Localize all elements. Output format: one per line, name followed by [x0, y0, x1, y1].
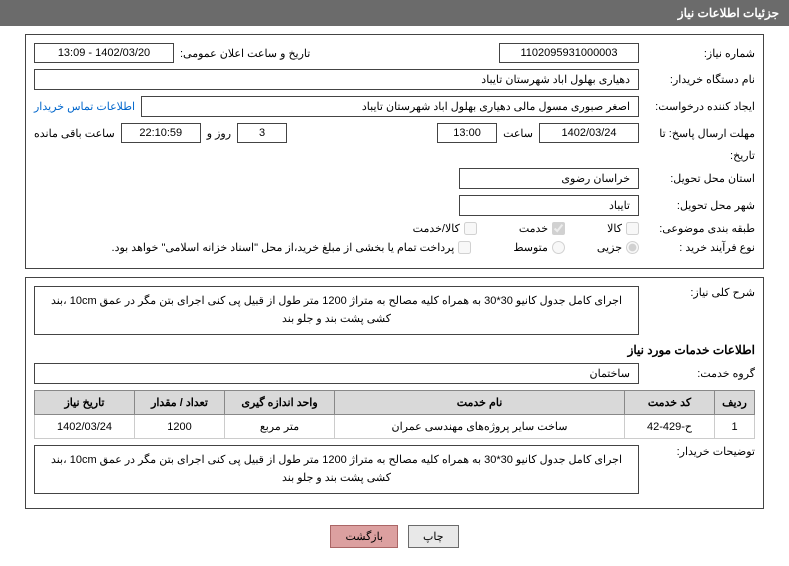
print-button[interactable]: چاپ	[408, 525, 459, 548]
remaining-time-value: 22:10:59	[121, 123, 201, 143]
service-group-value: ساختمان	[34, 363, 639, 384]
buyer-notes-value: اجرای کامل جدول کانیو 30*30 به همراه کلی…	[34, 445, 639, 494]
row-province: استان محل تحویل: خراسان رضوی	[34, 168, 755, 189]
treasury-wrap: پرداخت تمام یا بخشی از مبلغ خرید،از محل …	[112, 241, 472, 254]
buyer-org-label: نام دستگاه خریدار:	[645, 73, 755, 86]
th-name: نام خدمت	[335, 391, 625, 415]
pt-minor-wrap: جزیی	[597, 241, 639, 254]
deadline-label: مهلت ارسال پاسخ: تا	[645, 127, 755, 140]
row-need-number: شماره نیاز: 1102095931000003 تاریخ و ساع…	[34, 43, 755, 63]
province-value: خراسان رضوی	[459, 168, 639, 189]
panel-body: شماره نیاز: 1102095931000003 تاریخ و ساع…	[0, 34, 789, 566]
row-deadline: مهلت ارسال پاسخ: تا 1402/03/24 ساعت 13:0…	[34, 123, 755, 143]
announce-datetime-value: 1402/03/20 - 13:09	[34, 43, 174, 63]
contact-link[interactable]: اطلاعات تماس خریدار	[34, 100, 135, 113]
table-header-row: ردیف کد خدمت نام خدمت واحد اندازه گیری ت…	[35, 391, 755, 415]
cat-service-label: خدمت	[519, 222, 548, 235]
row-purchase-type: نوع فرآیند خرید : جزیی متوسط پرداخت تمام…	[34, 241, 755, 254]
date-label: تاریخ:	[645, 149, 755, 162]
row-requester: ایجاد کننده درخواست: اصغر صبوری مسول مال…	[34, 96, 755, 117]
need-desc-label: شرح کلی نیاز:	[645, 286, 755, 299]
td-unit: متر مربع	[225, 415, 335, 439]
cat-goods-service-checkbox[interactable]	[464, 222, 477, 235]
cat-goods-checkbox[interactable]	[626, 222, 639, 235]
service-group-label: گروه خدمت:	[645, 367, 755, 380]
services-box: شرح کلی نیاز: اجرای کامل جدول کانیو 30*3…	[25, 277, 764, 509]
requester-label: ایجاد کننده درخواست:	[645, 100, 755, 113]
th-code: کد خدمت	[625, 391, 715, 415]
button-row: چاپ بازگشت	[25, 517, 764, 556]
row-date: تاریخ:	[34, 149, 755, 162]
pt-minor-label: جزیی	[597, 241, 622, 254]
table-row: 1 ح-429-42 ساخت سایر پروژه‌های مهندسی عم…	[35, 415, 755, 439]
row-service-group: گروه خدمت: ساختمان	[34, 363, 755, 384]
services-table: ردیف کد خدمت نام خدمت واحد اندازه گیری ت…	[34, 390, 755, 439]
th-row: ردیف	[715, 391, 755, 415]
remaining-label: ساعت باقی مانده	[34, 127, 115, 140]
back-button[interactable]: بازگشت	[330, 525, 398, 548]
service-info-title: اطلاعات خدمات مورد نیاز	[34, 343, 755, 357]
time-label: ساعت	[503, 127, 533, 140]
td-code: ح-429-42	[625, 415, 715, 439]
row-need-desc: شرح کلی نیاز: اجرای کامل جدول کانیو 30*3…	[34, 286, 755, 335]
need-desc-value: اجرای کامل جدول کانیو 30*30 به همراه کلی…	[34, 286, 639, 335]
purchase-type-label: نوع فرآیند خرید :	[645, 241, 755, 254]
deadline-time-value: 13:00	[437, 123, 497, 143]
row-buyer-notes: توضیحات خریدار: اجرای کامل جدول کانیو 30…	[34, 445, 755, 494]
city-label: شهر محل تحویل:	[645, 199, 755, 212]
treasury-checkbox[interactable]	[458, 241, 471, 254]
row-city: شهر محل تحویل: تایباد	[34, 195, 755, 216]
th-date: تاریخ نیاز	[35, 391, 135, 415]
deadline-date-value: 1402/03/24	[539, 123, 639, 143]
cat-goods-wrap: کالا	[607, 222, 639, 235]
td-qty: 1200	[135, 415, 225, 439]
row-category: طبقه بندی موضوعی: کالا خدمت کالا/خدمت	[34, 222, 755, 235]
city-value: تایباد	[459, 195, 639, 216]
cat-service-checkbox[interactable]	[552, 222, 565, 235]
announce-datetime-label: تاریخ و ساعت اعلان عمومی:	[180, 47, 310, 60]
days-count-value: 3	[237, 123, 287, 143]
pt-medium-label: متوسط	[513, 241, 548, 254]
pt-medium-radio[interactable]	[552, 241, 565, 254]
cat-goods-service-label: کالا/خدمت	[413, 222, 460, 235]
requester-value: اصغر صبوری مسول مالی دهیاری بهلول اباد ش…	[141, 96, 639, 117]
category-label: طبقه بندی موضوعی:	[645, 222, 755, 235]
panel-header: جزئیات اطلاعات نیاز	[0, 0, 789, 26]
td-name: ساخت سایر پروژه‌های مهندسی عمران	[335, 415, 625, 439]
panel-title: جزئیات اطلاعات نیاز	[678, 6, 779, 20]
days-and-label: روز و	[207, 127, 231, 140]
td-date: 1402/03/24	[35, 415, 135, 439]
th-qty: تعداد / مقدار	[135, 391, 225, 415]
row-buyer-org: نام دستگاه خریدار: دهیاری بهلول اباد شهر…	[34, 69, 755, 90]
th-unit: واحد اندازه گیری	[225, 391, 335, 415]
province-label: استان محل تحویل:	[645, 172, 755, 185]
cat-goods-service-wrap: کالا/خدمت	[413, 222, 477, 235]
cat-goods-label: کالا	[607, 222, 622, 235]
treasury-note: پرداخت تمام یا بخشی از مبلغ خرید،از محل …	[112, 241, 455, 254]
pt-medium-wrap: متوسط	[513, 241, 565, 254]
need-number-value: 1102095931000003	[499, 43, 639, 63]
cat-service-wrap: خدمت	[519, 222, 565, 235]
need-number-label: شماره نیاز:	[645, 47, 755, 60]
pt-minor-radio[interactable]	[626, 241, 639, 254]
info-box: شماره نیاز: 1102095931000003 تاریخ و ساع…	[25, 34, 764, 269]
td-row: 1	[715, 415, 755, 439]
buyer-org-value: دهیاری بهلول اباد شهرستان تایباد	[34, 69, 639, 90]
buyer-notes-label: توضیحات خریدار:	[645, 445, 755, 458]
